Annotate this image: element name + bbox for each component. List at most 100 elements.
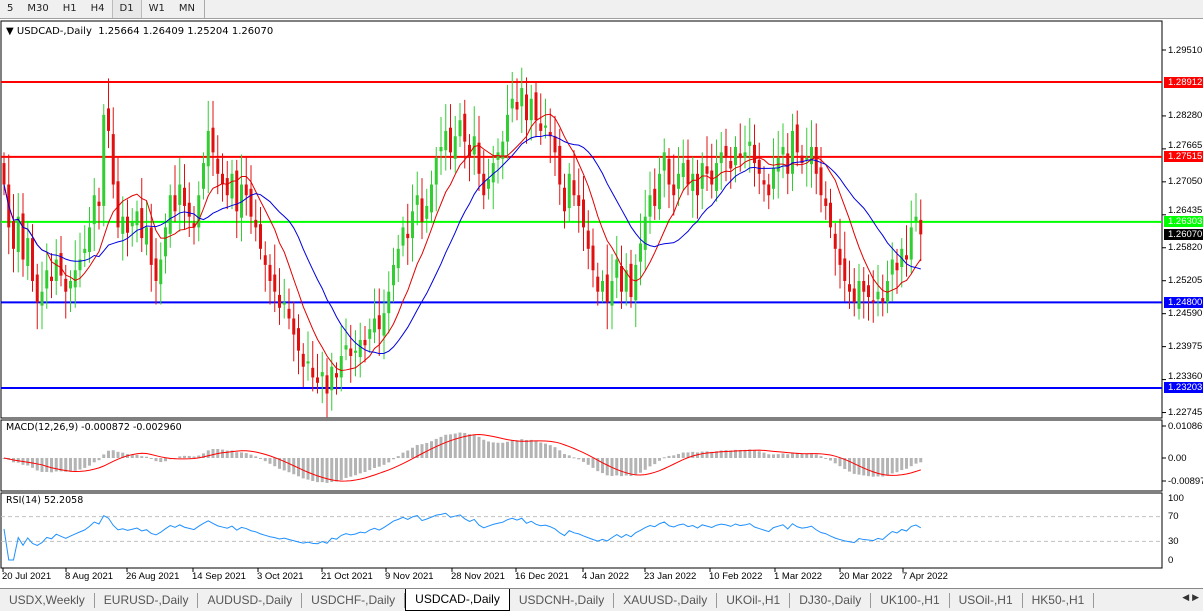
macd-histogram-bar <box>73 458 77 471</box>
chart-tab[interactable]: DJ30-,Daily <box>790 592 872 608</box>
timeframe-m5[interactable]: 5 <box>7 3 14 14</box>
chart-tab[interactable]: USDCNH-,Daily <box>510 592 615 608</box>
candle-body <box>35 274 39 303</box>
chart-tab[interactable]: UK100-,H1 <box>871 592 950 608</box>
price-chart[interactable] <box>0 0 1203 588</box>
chart-tab[interactable]: USDCHF-,Daily <box>302 592 406 608</box>
candle-body <box>54 259 58 281</box>
macd-histogram-bar <box>586 458 590 465</box>
macd-histogram-bar <box>268 458 272 464</box>
chart-tab[interactable]: USOil-,H1 <box>950 592 1023 608</box>
macd-histogram-bar <box>145 456 148 458</box>
macd-histogram-bar <box>102 454 106 458</box>
candle-body <box>719 152 723 164</box>
macd-histogram-bar <box>306 458 310 480</box>
chart-tab[interactable]: USDCAD-,Daily <box>405 588 510 611</box>
macd-histogram-bar <box>914 458 918 464</box>
macd-histogram-bar <box>453 433 457 458</box>
macd-histogram-bar <box>349 458 353 477</box>
candle-body <box>824 198 828 206</box>
macd-histogram-bar <box>881 458 885 477</box>
chart-tab[interactable]: HK50-,H1 <box>1023 592 1095 608</box>
macd-histogram-bar <box>824 458 828 459</box>
candle-body <box>168 195 172 234</box>
chart-tab[interactable]: USDX,Weekly <box>0 592 95 608</box>
macd-histogram-bar <box>876 458 880 477</box>
y-tick-label: 1.22745 <box>1168 407 1203 419</box>
macd-histogram-bar <box>905 458 908 469</box>
chart-tab[interactable]: EURUSD-,Daily <box>95 592 199 608</box>
macd-histogram-bar <box>59 458 63 472</box>
candle-body <box>206 130 210 167</box>
macd-histogram-bar <box>886 458 889 476</box>
macd-histogram-bar <box>658 458 661 461</box>
timeframe-mn[interactable]: MN <box>178 3 195 14</box>
candle-body <box>26 238 30 266</box>
candle-body <box>881 298 885 303</box>
chart-tabs: USDX,Weekly EURUSD-,Daily AUDUSD-,Daily USD… <box>0 588 1203 611</box>
candle-body <box>781 146 785 155</box>
macd-histogram-bar <box>444 434 448 458</box>
x-tick-label: 1 Mar 2022 <box>774 571 823 582</box>
candle-body <box>415 195 419 205</box>
macd-label: MACD(12,26,9) -0.000872 -0.002960 <box>6 422 182 433</box>
macd-histogram-bar <box>477 436 481 458</box>
timeframe-m30[interactable]: M30 <box>27 3 49 14</box>
chart-tab[interactable]: UKOil-,H1 <box>717 592 791 608</box>
candle-body <box>738 153 742 158</box>
tab-scroll-arrows-icon[interactable]: ◀ ▶ <box>1182 593 1199 603</box>
macd-histogram-bar <box>786 454 790 458</box>
chart-tab[interactable]: AUDUSD-,Daily <box>198 592 303 608</box>
macd-histogram-bar <box>900 458 904 471</box>
macd-histogram-bar <box>273 458 277 467</box>
candle-body <box>477 142 481 174</box>
macd-histogram-bar <box>420 444 424 458</box>
macd-histogram-bar <box>596 458 600 472</box>
chart-tab[interactable]: XAUUSD-,Daily <box>614 592 718 608</box>
candle-body <box>691 173 695 191</box>
macd-histogram-bar <box>249 454 253 458</box>
macd-histogram-bar <box>544 443 547 458</box>
candle-body <box>819 167 823 196</box>
macd-histogram-bar <box>387 458 391 463</box>
candle-body <box>786 153 790 174</box>
candle-body <box>800 155 804 164</box>
macd-histogram-bar <box>83 458 87 468</box>
timeframe-h1[interactable]: H1 <box>62 3 77 14</box>
macd-histogram-bar <box>748 449 752 458</box>
candle-body <box>767 184 771 196</box>
macd-histogram-bar <box>582 458 585 462</box>
timeframe-d1[interactable]: D1 <box>111 0 142 18</box>
candle-body <box>653 188 657 206</box>
candle-body <box>268 264 272 281</box>
candle-body <box>263 255 267 265</box>
candle-body <box>772 168 775 189</box>
candle-body <box>287 308 291 319</box>
candle-body <box>472 136 476 155</box>
candle-body <box>696 173 699 196</box>
y-tick-label: 1.24590 <box>1168 308 1203 320</box>
macd-tick-label: -0.00897 <box>1168 475 1203 487</box>
macd-histogram-bar <box>78 458 82 470</box>
candle-body <box>572 180 576 196</box>
candle-body <box>121 216 125 234</box>
macd-histogram-bar <box>254 456 258 458</box>
macd-histogram-bar <box>458 432 462 458</box>
y-tick-label: 1.27665 <box>1168 139 1203 151</box>
macd-histogram-bar <box>534 440 538 458</box>
collapse-triangle-icon[interactable]: ▼ <box>6 26 14 37</box>
candle-body <box>662 152 666 171</box>
level-price-label: 1.27515 <box>1164 151 1203 163</box>
macd-histogram-bar <box>757 451 761 458</box>
last-price-label: 1.26070 <box>1164 228 1203 240</box>
macd-histogram-bar <box>639 458 642 473</box>
macd-histogram-bar <box>510 440 514 458</box>
macd-signal-line <box>3 434 921 482</box>
candle-body <box>396 248 400 269</box>
candle-body <box>273 274 277 292</box>
timeframe-w1[interactable]: W1 <box>148 3 165 14</box>
candle-body <box>658 173 661 210</box>
timeframe-h4[interactable]: H4 <box>90 3 105 14</box>
candle-body <box>292 318 296 335</box>
macd-histogram-bar <box>354 458 357 476</box>
